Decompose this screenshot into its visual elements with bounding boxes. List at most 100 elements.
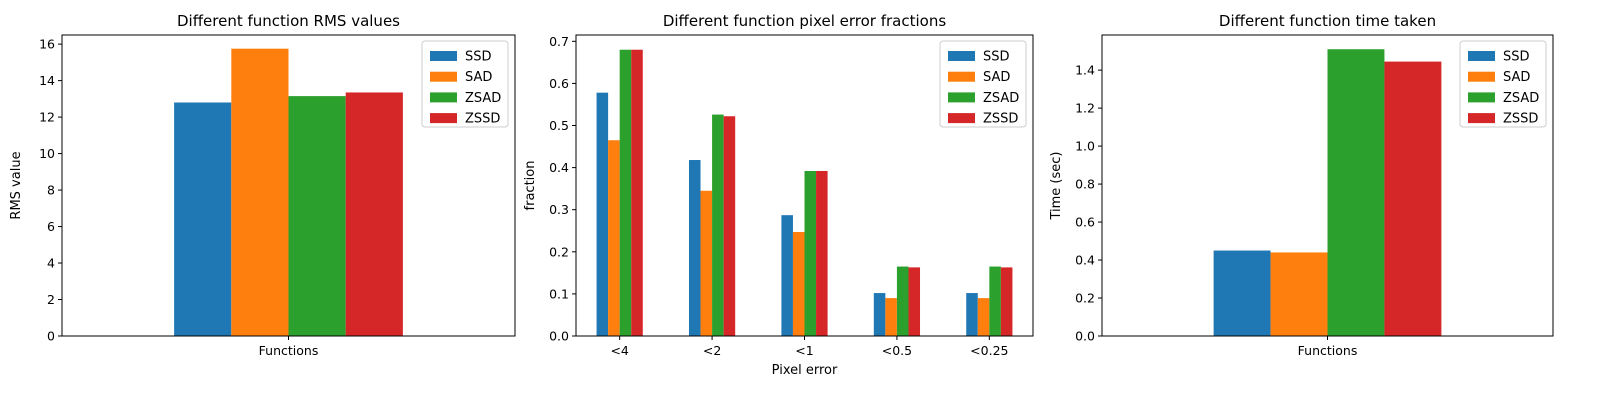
bar-sad-1 xyxy=(608,140,620,336)
y-axis-label: fraction xyxy=(523,161,538,211)
bar-zsad-5 xyxy=(989,266,1001,336)
bar-sad-functions xyxy=(1270,252,1328,336)
x-axis-ticks: Functions xyxy=(259,336,319,358)
bar-ssd-2 xyxy=(688,160,701,336)
bars xyxy=(596,49,1013,336)
legend-label-sad: SAD xyxy=(465,70,492,85)
legend-label-ssd: SSD xyxy=(1503,50,1530,65)
x-tick-label: Functions xyxy=(1298,343,1358,358)
bar-sad-4 xyxy=(885,298,897,336)
y-tick-label: 0.5 xyxy=(549,118,569,133)
legend-swatch-zsad xyxy=(1468,92,1495,103)
x-tick-label: <4 xyxy=(610,343,628,358)
x-tick-label: <2 xyxy=(703,343,721,358)
y-tick-label: 0.0 xyxy=(549,329,569,344)
legend-swatch-ssd xyxy=(430,51,457,61)
x-tick-label: <1 xyxy=(795,343,813,358)
y-tick-label: 10 xyxy=(39,146,55,161)
chart-title: Different function pixel error fractions xyxy=(663,12,947,30)
bar-sad-3 xyxy=(792,232,805,336)
legend-swatch-sad xyxy=(1468,71,1495,82)
y-axis-ticks: 0.0 0.1 0.2 0.3 0.4 0.5 0.6 0.7 xyxy=(549,34,576,344)
bar-ssd-functions xyxy=(1213,250,1271,336)
x-tick-label: <0.5 xyxy=(882,343,912,358)
y-axis-ticks: 0 2 4 6 8 10 12 14 16 xyxy=(39,37,62,344)
bar-sad-2 xyxy=(700,190,713,336)
y-tick-label: 16 xyxy=(39,37,55,52)
bar-zssd-functions xyxy=(1384,61,1442,337)
x-axis-ticks: <4 <2 <1 <0.5 <0.25 xyxy=(610,336,1008,358)
y-tick-label: 1.0 xyxy=(1075,139,1095,154)
bar-zssd-2 xyxy=(723,116,736,336)
y-tick-label: 6 xyxy=(47,219,55,234)
bar-ssd-4 xyxy=(873,293,886,336)
y-tick-label: 0.4 xyxy=(1075,253,1095,268)
y-tick-label: 0.6 xyxy=(1075,215,1095,230)
bar-ssd-1 xyxy=(596,92,609,336)
x-axis-ticks: Functions xyxy=(1298,336,1358,358)
legend: SSD SAD ZSAD ZSSD xyxy=(421,40,509,128)
y-tick-label: 1.4 xyxy=(1075,63,1095,78)
y-tick-label: 0.4 xyxy=(549,160,569,175)
bar-zsad-3 xyxy=(804,170,817,336)
y-tick-label: 0.1 xyxy=(549,286,569,301)
legend-label-zssd: ZSSD xyxy=(465,112,500,127)
bar-ssd-functions xyxy=(174,102,232,336)
chart-panel-1: 0 2 4 6 8 10 12 14 16 Functions Different function… xyxy=(9,12,516,358)
chart-title: Different function RMS values xyxy=(177,12,400,30)
legend-label-zsad: ZSAD xyxy=(465,91,501,106)
chart-panel-2: 0.0 0.1 0.2 0.3 0.4 0.5 0.6 0.7 <4 <2 <1 <0.5 <0.25 D… xyxy=(523,12,1034,378)
legend-label-ssd: SSD xyxy=(465,50,492,65)
legend-swatch-zssd xyxy=(1468,113,1495,124)
bar-zsad-2 xyxy=(712,114,724,336)
bar-zssd-functions xyxy=(345,92,403,337)
bar-zssd-5 xyxy=(1000,267,1013,336)
y-tick-label: 0.7 xyxy=(549,34,569,49)
legend-label-sad: SAD xyxy=(983,70,1010,85)
legend-swatch-ssd xyxy=(948,51,975,61)
x-tick-label: Functions xyxy=(259,343,319,358)
y-tick-label: 0.2 xyxy=(549,244,569,259)
bar-zssd-1 xyxy=(631,49,643,336)
legend-swatch-zssd xyxy=(430,113,457,124)
y-tick-label: 12 xyxy=(39,110,55,125)
y-tick-label: 1.2 xyxy=(1075,101,1095,116)
legend: SSD SAD ZSAD ZSSD xyxy=(939,40,1027,128)
chart-panel-3: 0.0 0.2 0.4 0.6 0.8 1.0 1.2 1.4 Functions Differe… xyxy=(1049,12,1554,358)
y-tick-label: 0.3 xyxy=(549,202,569,217)
bar-zsad-1 xyxy=(619,49,632,336)
bar-sad-5 xyxy=(977,298,990,336)
y-tick-label: 14 xyxy=(39,73,55,88)
bar-zsad-functions xyxy=(1327,49,1385,337)
legend-swatch-ssd xyxy=(1468,51,1495,61)
y-tick-label: 2 xyxy=(47,292,55,307)
y-axis-label: Time (sec) xyxy=(1049,151,1064,220)
legend-label-zssd: ZSSD xyxy=(983,112,1018,127)
y-tick-label: 0.2 xyxy=(1075,291,1095,306)
legend-swatch-zsad xyxy=(948,92,975,103)
x-tick-label: <0.25 xyxy=(970,343,1008,358)
bar-zssd-4 xyxy=(908,267,921,336)
legend-swatch-sad xyxy=(948,71,975,82)
bar-ssd-5 xyxy=(966,293,978,336)
y-tick-label: 0.8 xyxy=(1075,177,1095,192)
bars xyxy=(174,48,403,337)
legend-label-zsad: ZSAD xyxy=(983,91,1019,106)
y-tick-label: 0.0 xyxy=(1075,329,1095,344)
legend-label-ssd: SSD xyxy=(983,50,1010,65)
y-tick-label: 0 xyxy=(47,329,55,344)
y-tick-label: 0.6 xyxy=(549,76,569,91)
legend-box xyxy=(421,40,509,128)
legend-swatch-zssd xyxy=(948,113,975,124)
bars xyxy=(1213,49,1442,337)
legend-label-zsad: ZSAD xyxy=(1503,91,1539,106)
legend-label-zssd: ZSSD xyxy=(1503,112,1538,127)
x-axis-label: Pixel error xyxy=(772,363,838,378)
chart-title: Different function time taken xyxy=(1219,12,1436,30)
legend-box xyxy=(1459,40,1547,128)
y-axis-ticks: 0.0 0.2 0.4 0.6 0.8 1.0 1.2 1.4 xyxy=(1075,63,1102,344)
y-tick-label: 4 xyxy=(47,256,55,271)
bar-zsad-4 xyxy=(896,266,909,336)
legend-label-sad: SAD xyxy=(1503,70,1530,85)
